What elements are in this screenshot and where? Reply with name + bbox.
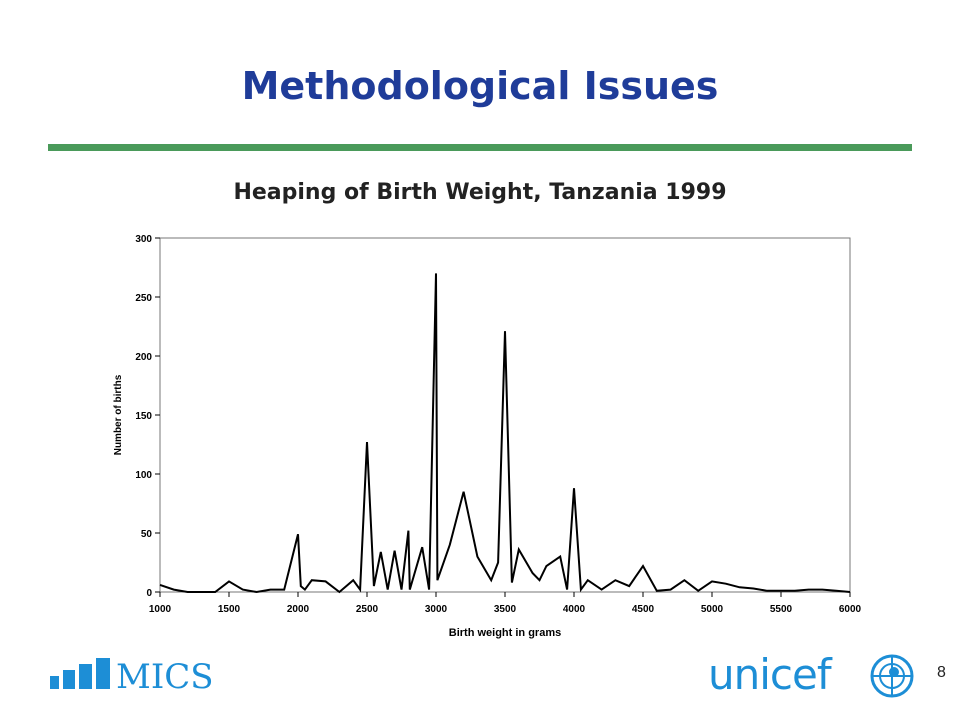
y-tick-label: 200 xyxy=(135,352,152,363)
x-tick-label: 3000 xyxy=(425,604,448,615)
series-line xyxy=(159,273,851,594)
chart-ticks: 1000 1500 2000 2500 3000 3500 4000 4500 5000 5500… xyxy=(135,234,861,615)
unicef-logo: unicef xyxy=(708,650,918,702)
y-axis-label: Number of births xyxy=(113,374,124,455)
y-tick-label: 300 xyxy=(135,234,152,245)
x-tick-label: 4000 xyxy=(563,604,586,615)
x-tick-label: 4500 xyxy=(632,604,655,615)
y-tick-label: 150 xyxy=(135,411,152,422)
y-tick-label: 100 xyxy=(135,470,152,481)
y-tick-label: 250 xyxy=(135,293,152,304)
x-tick-label: 2500 xyxy=(356,604,379,615)
x-tick-label: 1000 xyxy=(149,604,172,615)
mics-logo-text: MICS xyxy=(116,657,214,697)
x-tick-label: 5500 xyxy=(770,604,793,615)
x-tick-label: 6000 xyxy=(839,604,862,615)
x-tick-label: 1500 xyxy=(218,604,241,615)
slide-number: 8 xyxy=(937,664,946,681)
chart-title: Heaping of Birth Weight, Tanzania 1999 xyxy=(233,180,727,205)
x-tick-label: 5000 xyxy=(701,604,724,615)
x-axis-label: Birth weight in grams xyxy=(449,627,561,639)
x-tick-label: 3500 xyxy=(494,604,517,615)
plot-frame xyxy=(159,237,851,593)
page-title: Methodological Issues xyxy=(241,64,719,108)
y-tick-label: 50 xyxy=(141,529,153,540)
x-tick-label: 2000 xyxy=(287,604,310,615)
un-emblem-icon xyxy=(870,654,914,698)
title-divider xyxy=(48,144,912,151)
unicef-logo-text: unicef xyxy=(708,650,832,699)
y-tick-label: 0 xyxy=(146,588,152,599)
chart-axes xyxy=(159,237,851,593)
mics-logo: MICS xyxy=(48,654,238,698)
